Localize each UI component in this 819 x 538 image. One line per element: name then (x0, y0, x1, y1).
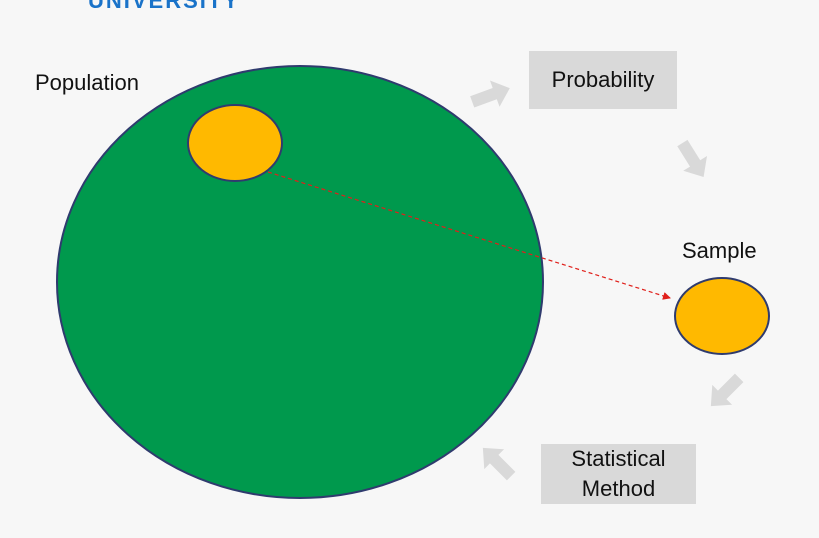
population-label: Population (35, 70, 139, 95)
statistical-method-line2: Method (581, 476, 656, 501)
statistical-method-line1: Statistical (571, 446, 666, 471)
cycle-arrow-down-right (677, 139, 707, 177)
cycle-arrow-up-right-1 (470, 80, 510, 108)
statistical-method-box: Statistical Method (541, 444, 696, 504)
sample-label: Sample (682, 238, 757, 263)
population-circle (56, 65, 544, 499)
sample-circle (674, 277, 770, 355)
population-subset-circle (187, 104, 283, 182)
selection-dashed-arrow (267, 171, 671, 300)
probability-label: Probability (551, 67, 655, 92)
probability-box: Probability (529, 51, 677, 109)
university-logo-text: UNIVERSITY (88, 0, 241, 13)
cycle-arrow-down-left (710, 373, 744, 407)
cycle-arrow-up-left (482, 447, 516, 481)
